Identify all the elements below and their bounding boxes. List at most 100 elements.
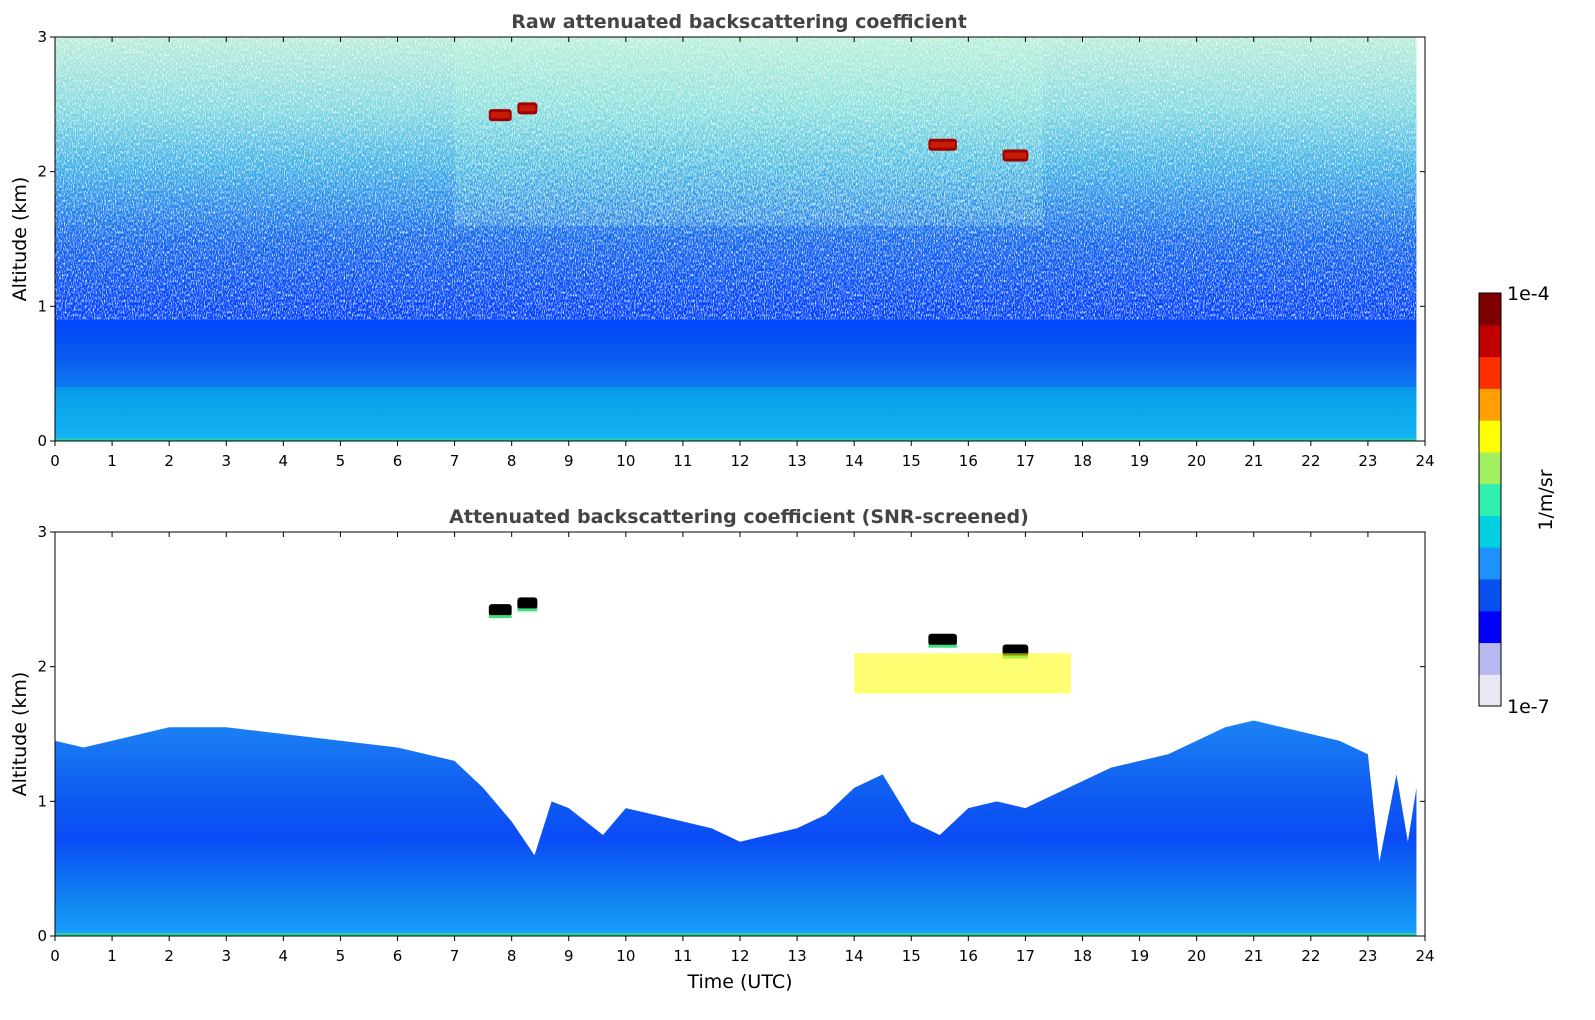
y-tick-label: 0: [37, 432, 47, 450]
cloud-edge: [928, 644, 957, 648]
colorbar-frame: [1478, 292, 1502, 707]
colorbar-cell: [1479, 547, 1501, 580]
x-tick-label: 9: [564, 452, 574, 470]
x-tick-label: 11: [673, 947, 692, 965]
x-tick-label: 3: [221, 947, 231, 965]
cloud-layer: [928, 633, 957, 646]
colorbar-gradient: [1479, 293, 1501, 707]
aerosol-patch: [854, 653, 1072, 694]
colorbar-cell: [1479, 388, 1501, 421]
y-tick-label: 3: [37, 28, 47, 46]
x-tick-label: 19: [1130, 452, 1149, 470]
x-tick-label: 15: [902, 947, 921, 965]
x-tick-label: 7: [450, 947, 460, 965]
top-panel-y-axis: 0 1 2 3: [37, 28, 1425, 450]
colorbar-cell: [1479, 515, 1501, 548]
x-tick-label: 17: [1016, 452, 1035, 470]
x-tick-label: 10: [616, 452, 635, 470]
x-tick-label: 16: [959, 452, 978, 470]
bottom-panel: Attenuated backscattering coefficient (S…: [9, 506, 1435, 993]
x-tick-label: 6: [393, 947, 403, 965]
colorbar-cell: [1479, 642, 1501, 675]
x-tick-label: 21: [1244, 452, 1263, 470]
x-tick-label: 5: [336, 452, 346, 470]
x-tick-label: 21: [1244, 947, 1263, 965]
boundary-layer-region: [55, 720, 1417, 936]
x-tick-label: 20: [1187, 452, 1206, 470]
cloud-edge: [488, 615, 512, 619]
x-tick-label: 6: [393, 452, 403, 470]
top-panel: Raw attenuated backscattering coefficien…: [9, 11, 1435, 470]
x-tick-label: 12: [730, 947, 749, 965]
x-tick-label: 18: [1073, 452, 1092, 470]
x-tick-label: 16: [959, 947, 978, 965]
x-tick-label: 24: [1415, 947, 1434, 965]
colorbar-cell: [1479, 578, 1501, 612]
cloud-core: [490, 112, 510, 119]
x-tick-label: 10: [616, 947, 635, 965]
cloud-core: [1004, 152, 1027, 159]
x-tick-label: 12: [730, 452, 749, 470]
colorbar-max-label: 1e-4: [1507, 283, 1550, 305]
x-tick-label: 3: [221, 452, 231, 470]
x-tick-label: 11: [673, 452, 692, 470]
x-tick-label: 13: [788, 947, 807, 965]
y-tick-label: 2: [37, 658, 47, 676]
x-tick-label: 23: [1358, 452, 1377, 470]
top-panel-title: Raw attenuated backscattering coefficien…: [511, 11, 967, 33]
bottom-panel-y-axis: 0 1 2 3: [37, 523, 1425, 945]
colorbar-cell: [1479, 451, 1501, 485]
x-tick-label: 17: [1016, 947, 1035, 965]
top-panel-ylabel: Altitude (km): [9, 177, 31, 302]
bottom-panel-title: Attenuated backscattering coefficient (S…: [449, 506, 1029, 528]
x-tick-label: 7: [450, 452, 460, 470]
colorbar-label: 1/m/sr: [1535, 469, 1557, 530]
ground-strip: [55, 933, 1417, 936]
x-tick-label: 1: [107, 452, 117, 470]
x-tick-label: 24: [1415, 452, 1434, 470]
y-tick-label: 3: [37, 523, 47, 541]
bottom-panel-ylabel: Altitude (km): [9, 672, 31, 797]
x-tick-label: 14: [845, 947, 864, 965]
colorbar-cell: [1479, 356, 1501, 389]
x-tick-label: 0: [50, 452, 60, 470]
colorbar-cell: [1479, 674, 1501, 707]
x-tick-label: 23: [1358, 947, 1377, 965]
x-tick-label: 8: [507, 452, 517, 470]
colorbar-cell: [1479, 293, 1501, 326]
x-tick-label: 4: [279, 452, 289, 470]
raw-noise-speckle-green: [454, 37, 1043, 226]
cloud-core: [930, 141, 955, 148]
bottom-panel-x-axis: 0 1 2 3 4 5 6 7 8 9 10 11 12 13 14 15 16 17 18 19 20 21 22 23 24: [50, 532, 1435, 965]
ground-strip: [55, 438, 1417, 441]
colorbar-cell: [1479, 610, 1501, 644]
x-tick-label: 19: [1130, 947, 1149, 965]
y-tick-label: 1: [37, 792, 47, 810]
x-tick-label: 2: [164, 947, 174, 965]
x-tick-label: 22: [1301, 947, 1320, 965]
colorbar-cell: [1479, 483, 1501, 516]
x-tick-label: 2: [164, 452, 174, 470]
x-tick-label: 18: [1073, 947, 1092, 965]
x-tick-label: 14: [845, 452, 864, 470]
x-tick-label: 1: [107, 947, 117, 965]
colorbar-cell: [1479, 420, 1501, 453]
y-tick-label: 2: [37, 163, 47, 181]
colorbar-cell: [1479, 324, 1501, 358]
cloud-layer: [517, 597, 538, 610]
colorbar-min-label: 1e-7: [1507, 696, 1550, 718]
x-tick-label: 9: [564, 947, 574, 965]
cloud-core: [519, 105, 536, 112]
x-axis-label: Time (UTC): [686, 971, 792, 993]
colorbar: 1e-4 1e-7 1/m/sr: [1478, 283, 1557, 718]
y-tick-label: 1: [37, 297, 47, 315]
x-tick-label: 20: [1187, 947, 1206, 965]
top-panel-x-axis: 0 1 2 3 4 5 6 7 8 9 10 11 12 13 14 15 16 17 18 19 20 21 22 23 24: [50, 37, 1435, 470]
x-tick-label: 4: [279, 947, 289, 965]
x-tick-label: 0: [50, 947, 60, 965]
x-tick-label: 22: [1301, 452, 1320, 470]
cloud-edge: [517, 608, 538, 612]
aerosol-layer: [55, 387, 1417, 441]
x-tick-label: 8: [507, 947, 517, 965]
